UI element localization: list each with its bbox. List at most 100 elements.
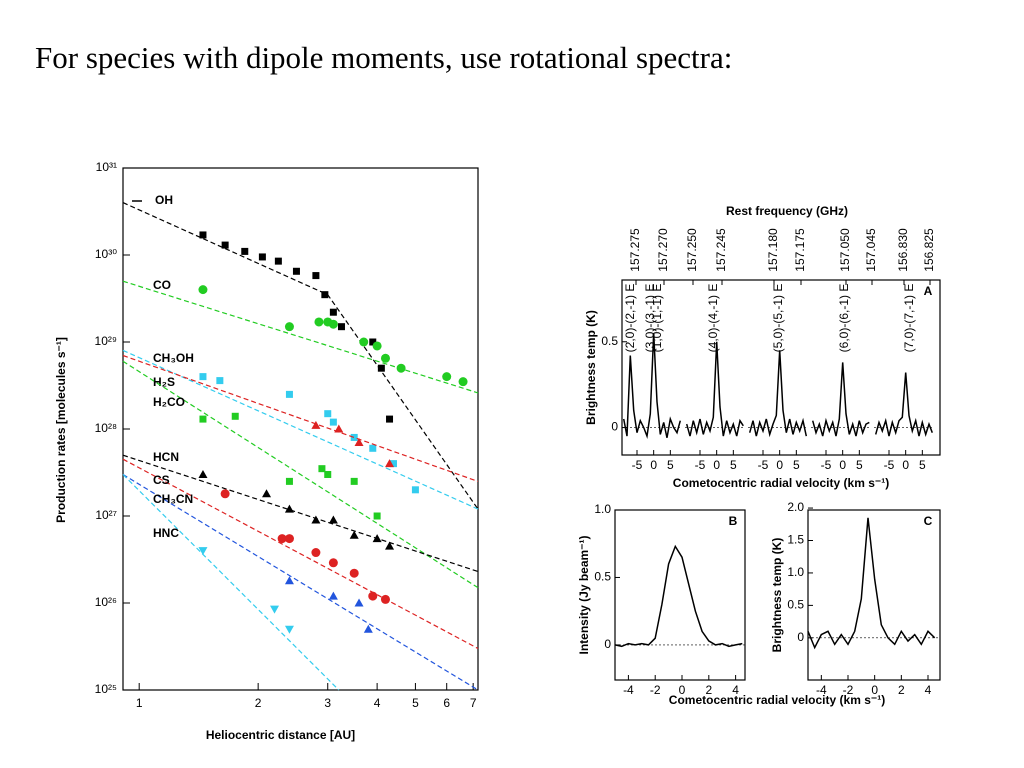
point [380,594,390,604]
x-axis-label: Cometocentric radial velocity (km s⁻¹) [673,476,889,490]
x-tick-label: -4 [623,683,634,697]
point [385,459,395,468]
point [324,410,332,418]
point [377,364,385,372]
y-tick-label: 0.5 [601,334,618,348]
point [284,534,294,544]
spectrum-line [622,333,682,440]
x-tick-label: -4 [816,683,827,697]
point [329,418,337,426]
x-tick-label: 0 [902,458,909,472]
y-tick-label: 0.5 [787,598,804,612]
x-tick-label: 4 [925,683,932,697]
point [368,591,378,601]
point [458,377,468,387]
series-label: CS [153,473,170,487]
transition-label: (6,0)-(6,-1) E [837,284,851,353]
point [311,515,321,524]
y-axis-label: Production rates [molecules s⁻¹] [54,337,68,523]
spectrum-line [685,341,744,437]
spectrum-line [614,544,743,648]
fit-line [122,458,479,650]
x-tick-label: -5 [884,458,895,472]
series-label: H₂S [153,375,175,389]
x-tick-label: 5 [730,458,737,472]
point [312,272,320,280]
point [198,469,208,478]
frequency-label: 157.245 [714,228,728,272]
x-axis-label: Cometocentric radial velocity (km s⁻¹) [669,693,885,707]
point [369,338,377,346]
point [318,465,326,473]
point [354,437,364,446]
fit-line [122,349,479,510]
point [284,625,294,634]
series-label: CH₃CN [153,492,193,506]
point [231,412,239,420]
spectrum-line [748,350,808,438]
x-tick-label: -2 [650,683,661,697]
point [372,341,382,351]
x-tick-label: -2 [843,683,854,697]
point [284,322,294,332]
y-axis-label: Brightness temp (K) [770,538,784,653]
point [311,548,321,558]
y-axis-label: Brightness temp (K) [584,310,598,425]
point [274,257,282,265]
y-tick-label: 0 [797,630,804,644]
point [285,390,293,398]
frequency-label: 156.830 [896,228,910,272]
y-tick-label: 1.0 [594,502,611,516]
point [198,547,208,556]
series-label: OH [155,193,173,207]
point [258,253,266,261]
point [262,489,272,498]
point [292,267,300,275]
x-tick-label: 2 [705,683,712,697]
x-tick-label: 5 [412,696,419,710]
x-tick-label: 0 [713,458,720,472]
frequency-label: 157.270 [656,228,670,272]
series-label: H₂CO [153,395,185,409]
x-tick-label: 6 [443,696,450,710]
point [199,231,207,239]
y-tick-label: 10²⁵ [95,682,117,696]
frequency-label: 157.050 [838,228,852,272]
x-tick-label: 0 [871,683,878,697]
x-tick-label: 0 [650,458,657,472]
x-tick-label: 1 [136,696,143,710]
y-tick-label: 10²⁸ [95,421,117,435]
frequency-label: 157.180 [766,228,780,272]
point [199,373,207,381]
x-tick-label: 2 [255,696,262,710]
point [321,291,329,299]
plot-frame [807,509,941,681]
panel-label: A [924,284,933,298]
frequency-label: 157.175 [793,228,807,272]
x-tick-label: 0 [679,683,686,697]
y-tick-label: 1.0 [787,565,804,579]
transition-label: (3,0)-(3,-1) E [643,284,657,353]
point [350,433,358,441]
point [285,477,293,485]
point [284,576,294,585]
plot-frame [621,279,941,456]
point [216,377,224,385]
series-label: CH₃OH [153,351,194,365]
spectrum-line [807,517,936,650]
point [380,353,390,363]
series-label: CO [153,278,171,292]
transition-label: (4,0)-(4,-1) E [706,284,720,353]
y-tick-label: 10²⁷ [95,508,117,522]
x-tick-label: 7 [470,696,477,710]
frequency-label: 157.250 [685,228,699,272]
point [324,470,332,478]
x-tick-label: 5 [856,458,863,472]
point [328,591,338,600]
x-tick-label: 0 [776,458,783,472]
point [199,415,207,423]
slide-title: For species with dipole moments, use rot… [35,40,732,75]
point [369,444,377,452]
x-tick-label: -5 [758,458,769,472]
